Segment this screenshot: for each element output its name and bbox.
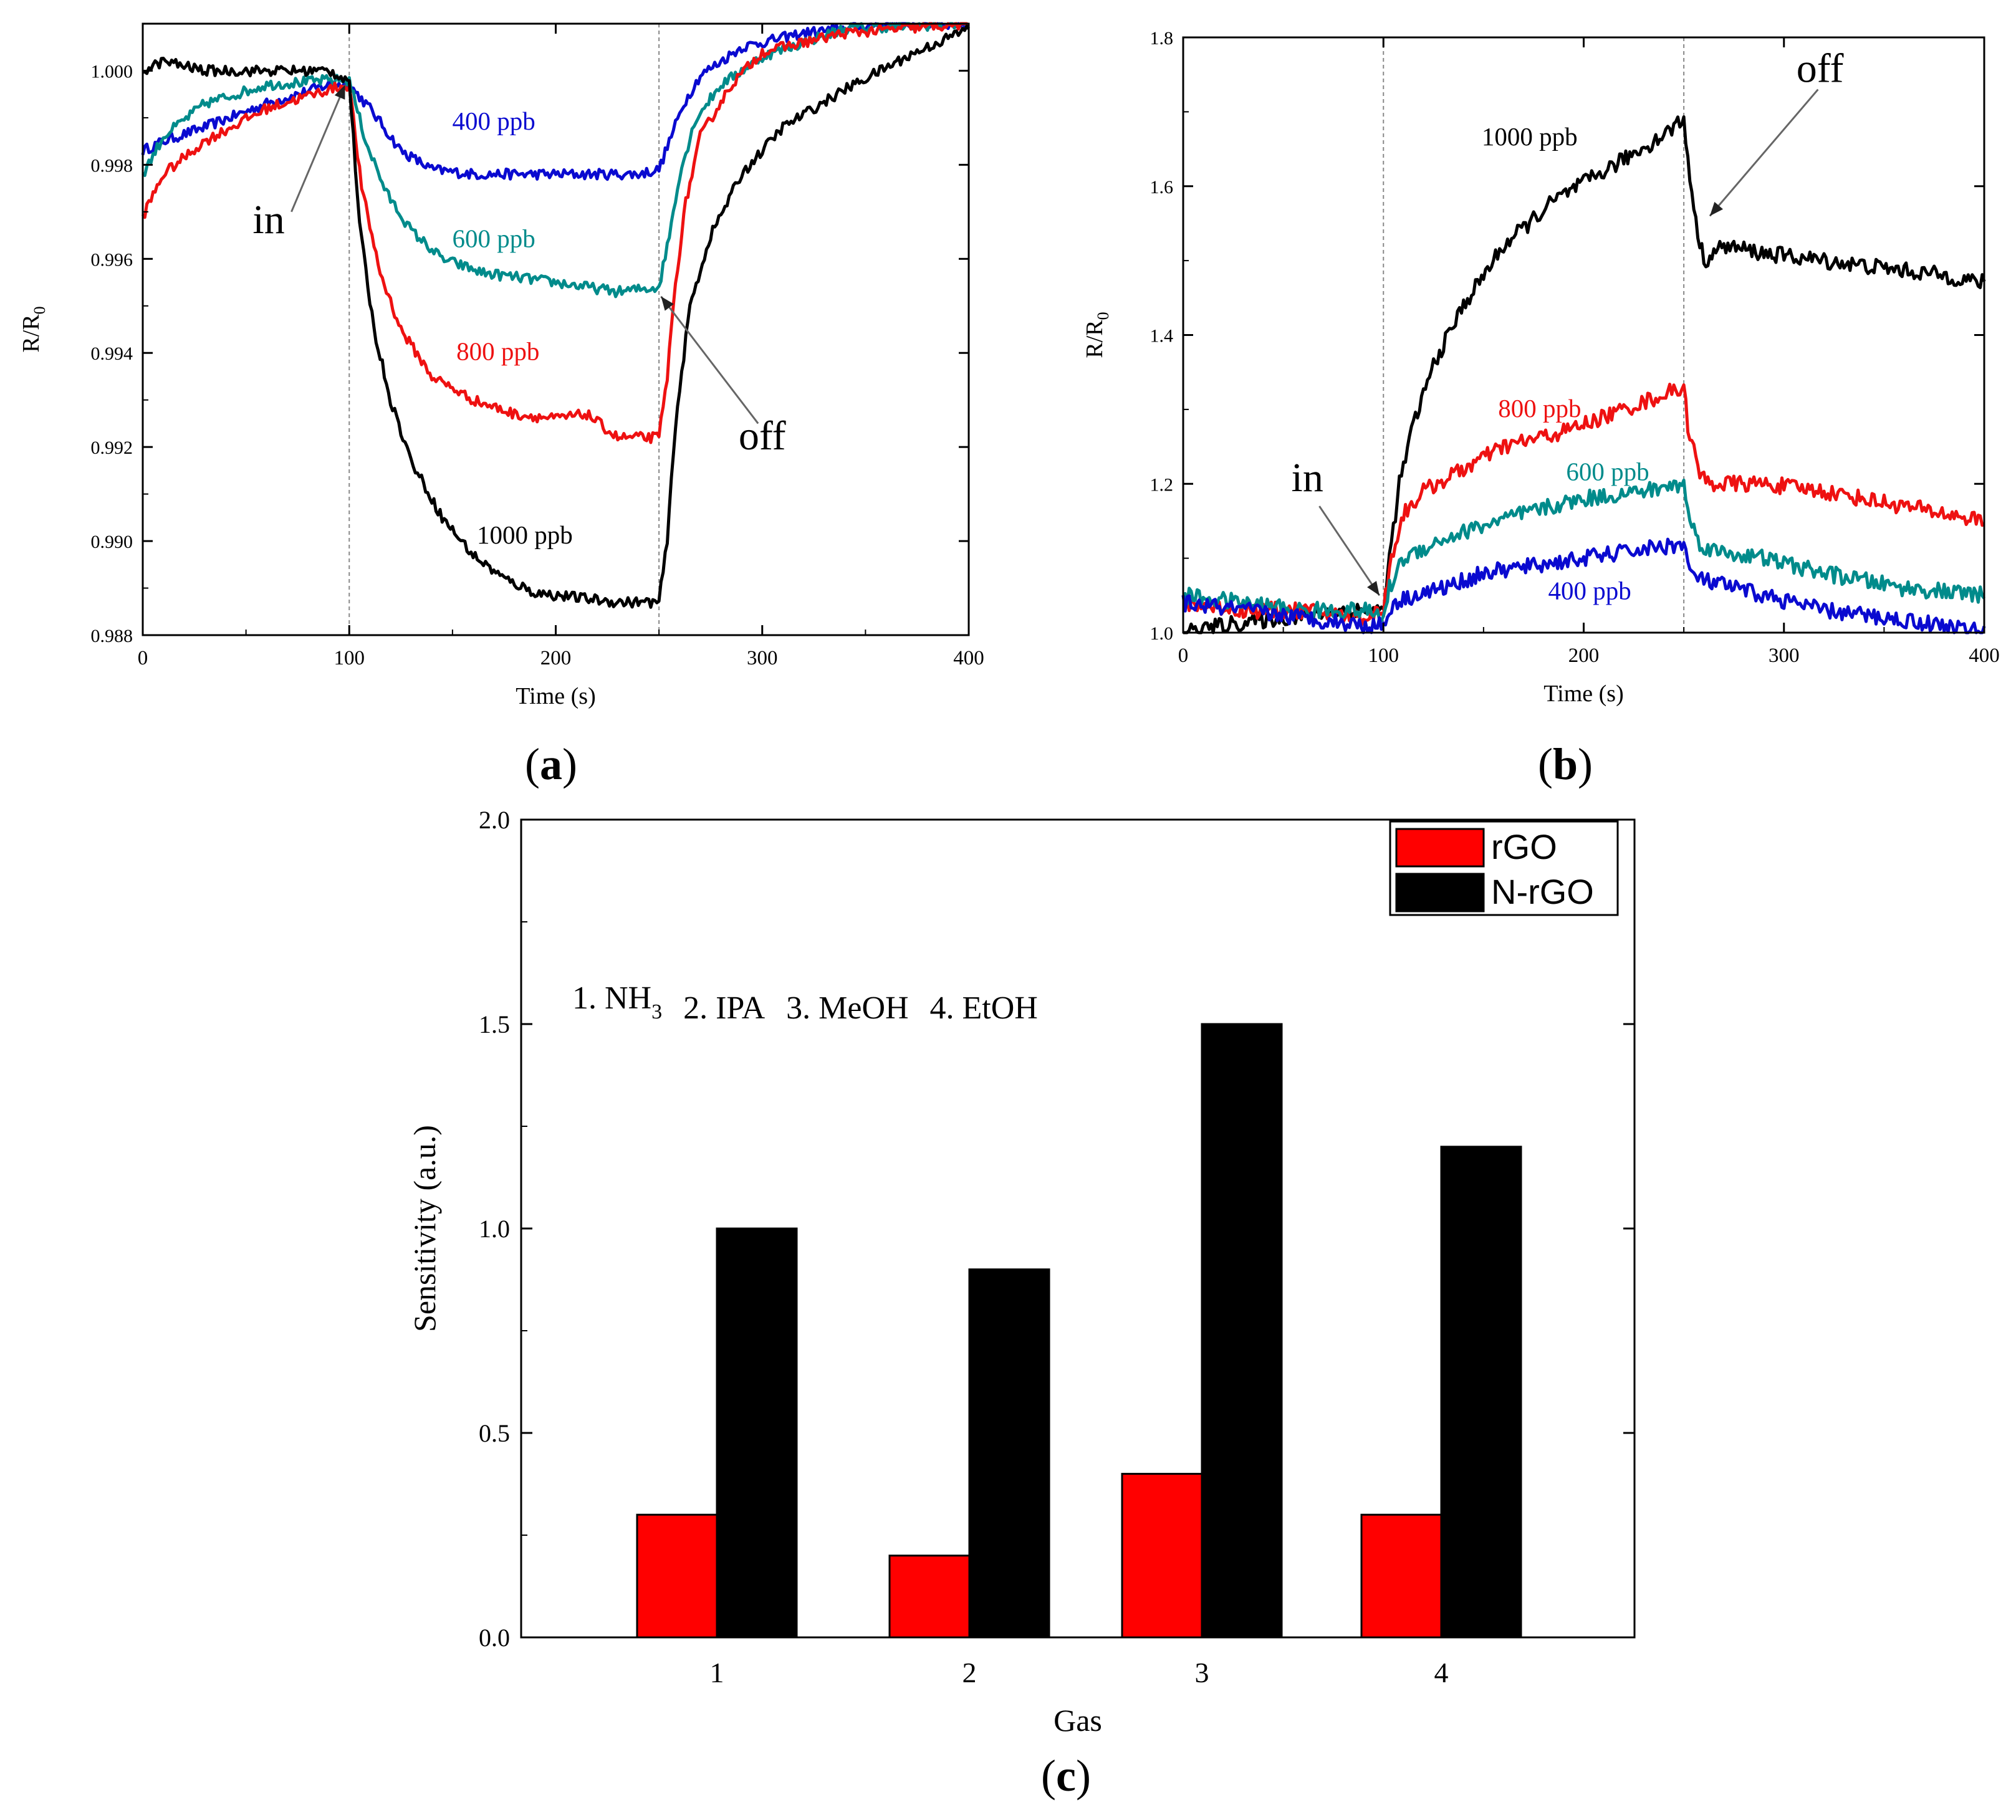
y-tick-label: 1.6 <box>1150 177 1174 198</box>
x-tick-label: 300 <box>1769 644 1800 667</box>
chart-a: 0 100 200 300 400 0.988 0.990 0.992 0.994 0.996 0.… <box>18 22 984 709</box>
arrow-head <box>1367 581 1380 596</box>
x-tick-label: 200 <box>1568 644 1600 667</box>
x-tick-label: 0 <box>138 647 148 669</box>
x-tick-label: 4 <box>1434 1657 1449 1688</box>
y-tick-label: 0.998 <box>91 155 133 176</box>
annotation-800-ppb: 800 ppb <box>456 337 539 366</box>
chart-b: 0 100 200 300 400 1.0 1.2 1.4 1.6 1.8 Time (s) R/R0… <box>1082 28 2000 707</box>
annotation-1000-ppb: 1000 ppb <box>1482 122 1578 151</box>
y-axis-label: R/R0 <box>1082 312 1112 358</box>
x-axis-label: Time (s) <box>516 683 595 709</box>
bar-N-rGO-1 <box>716 1227 798 1639</box>
series-line-800-ppb <box>141 22 969 444</box>
series-line-1000-ppb <box>1183 115 1986 635</box>
annotation-600-ppb: 600 ppb <box>453 224 535 252</box>
bar-N-rGO-3 <box>1201 1023 1283 1639</box>
series-line-600-ppb <box>1182 478 1985 623</box>
gas-key-subscript: 3 <box>651 1000 662 1023</box>
y-tick-label: 1.0 <box>479 1215 510 1243</box>
annotation-600-ppb: 600 ppb <box>1566 457 1649 486</box>
y-tick-label: 1.000 <box>91 61 133 82</box>
panel-label-b: (b) <box>1538 739 1593 789</box>
y-tick-label: 1.5 <box>479 1010 510 1038</box>
y-tick-label: 1.0 <box>1150 623 1174 644</box>
arrow-line <box>1318 505 1381 596</box>
arrow-head <box>334 85 345 100</box>
gas-key-note: 1. NH3 2. IPA 3. MeOH 4. EtOH <box>572 980 1038 1026</box>
y-tick-label: 2.0 <box>479 806 510 834</box>
y-tick-label: 1.4 <box>1150 326 1174 347</box>
gas-key-item: 3. MeOH <box>786 990 908 1026</box>
bar-N-rGO-4 <box>1440 1146 1522 1639</box>
annotation-1000-ppb: 1000 ppb <box>477 520 573 549</box>
x-axis-label: Time (s) <box>1543 681 1623 707</box>
y-axis-label: Sensitivity (a.u.) <box>407 1125 442 1332</box>
annotation-off: off <box>739 413 786 459</box>
panel-label-c: (c) <box>1041 1751 1091 1801</box>
arrow-line <box>290 84 347 213</box>
y-tick-label: 0.992 <box>91 438 133 458</box>
x-tick-label: 400 <box>953 647 984 669</box>
y-tick-label: 1.8 <box>1150 28 1174 49</box>
gas-key-item: 4. EtOH <box>930 990 1038 1026</box>
bar-rGO-3 <box>1121 1473 1203 1639</box>
bar-rGO-4 <box>1360 1513 1442 1639</box>
x-tick-label: 3 <box>1195 1657 1209 1688</box>
x-tick-label: 1 <box>710 1657 724 1688</box>
legend-label-N-rGO: N-rGO <box>1491 872 1594 911</box>
annotation-800-ppb: 800 ppb <box>1498 394 1581 423</box>
annotation-off: off <box>1797 46 1844 92</box>
x-tick-label: 200 <box>540 647 572 669</box>
y-tick-label: 0.990 <box>91 532 133 552</box>
y-tick-label: 0.5 <box>479 1419 510 1447</box>
arrow-head <box>661 296 674 311</box>
chart-c: 1 2 3 4 0.0 0.5 1.0 1.5 2.0 Gas Sensitivity (a.u.)… <box>407 806 1636 1738</box>
series-line-400-ppb <box>1181 537 1986 635</box>
series-line-400-ppb <box>141 22 969 181</box>
annotation-400-ppb: 400 ppb <box>1548 576 1631 605</box>
x-tick-label: 0 <box>1178 644 1189 667</box>
gas-key-item: 1. NH <box>572 980 651 1016</box>
bar-rGO-2 <box>888 1554 971 1639</box>
y-tick-label: 1.2 <box>1150 474 1174 495</box>
legend: rGO N-rGO <box>1389 820 1619 916</box>
y-tick-label: 0.994 <box>91 343 133 364</box>
x-tick-label: 300 <box>747 647 778 669</box>
plot-frame <box>1182 36 1985 634</box>
x-tick-label: 100 <box>1368 644 1399 667</box>
legend-swatch-rGO <box>1395 828 1485 868</box>
y-axis-label-subscript: 0 <box>1094 312 1112 320</box>
y-tick-label: 0.988 <box>91 626 133 646</box>
gas-key-item: 2. IPA <box>683 990 765 1026</box>
x-axis-label: Gas <box>1054 1703 1102 1738</box>
bar-rGO-1 <box>636 1513 718 1639</box>
x-tick-label: 100 <box>334 647 365 669</box>
bar-N-rGO-2 <box>968 1268 1050 1639</box>
legend-swatch-N-rGO <box>1395 873 1485 912</box>
series-line-1000-ppb <box>142 24 970 609</box>
x-tick-label: 2 <box>962 1657 977 1688</box>
series-line-600-ppb <box>142 22 970 299</box>
annotation-400-ppb: 400 ppb <box>453 107 535 135</box>
x-tick-label: 400 <box>1969 644 2000 667</box>
legend-label-rGO: rGO <box>1491 827 1557 866</box>
y-tick-label: 0.996 <box>91 249 133 270</box>
arrow-line <box>1709 89 1819 217</box>
y-tick-label: 0.0 <box>479 1624 510 1652</box>
annotation-in: in <box>1292 455 1323 501</box>
y-axis-label-subscript: 0 <box>31 306 49 314</box>
arrow-line <box>660 295 759 424</box>
y-axis-label: R/R0 <box>18 306 49 352</box>
annotation-in: in <box>252 197 284 242</box>
panel-label-a: (a) <box>525 739 577 789</box>
arrow-head <box>1709 201 1724 216</box>
